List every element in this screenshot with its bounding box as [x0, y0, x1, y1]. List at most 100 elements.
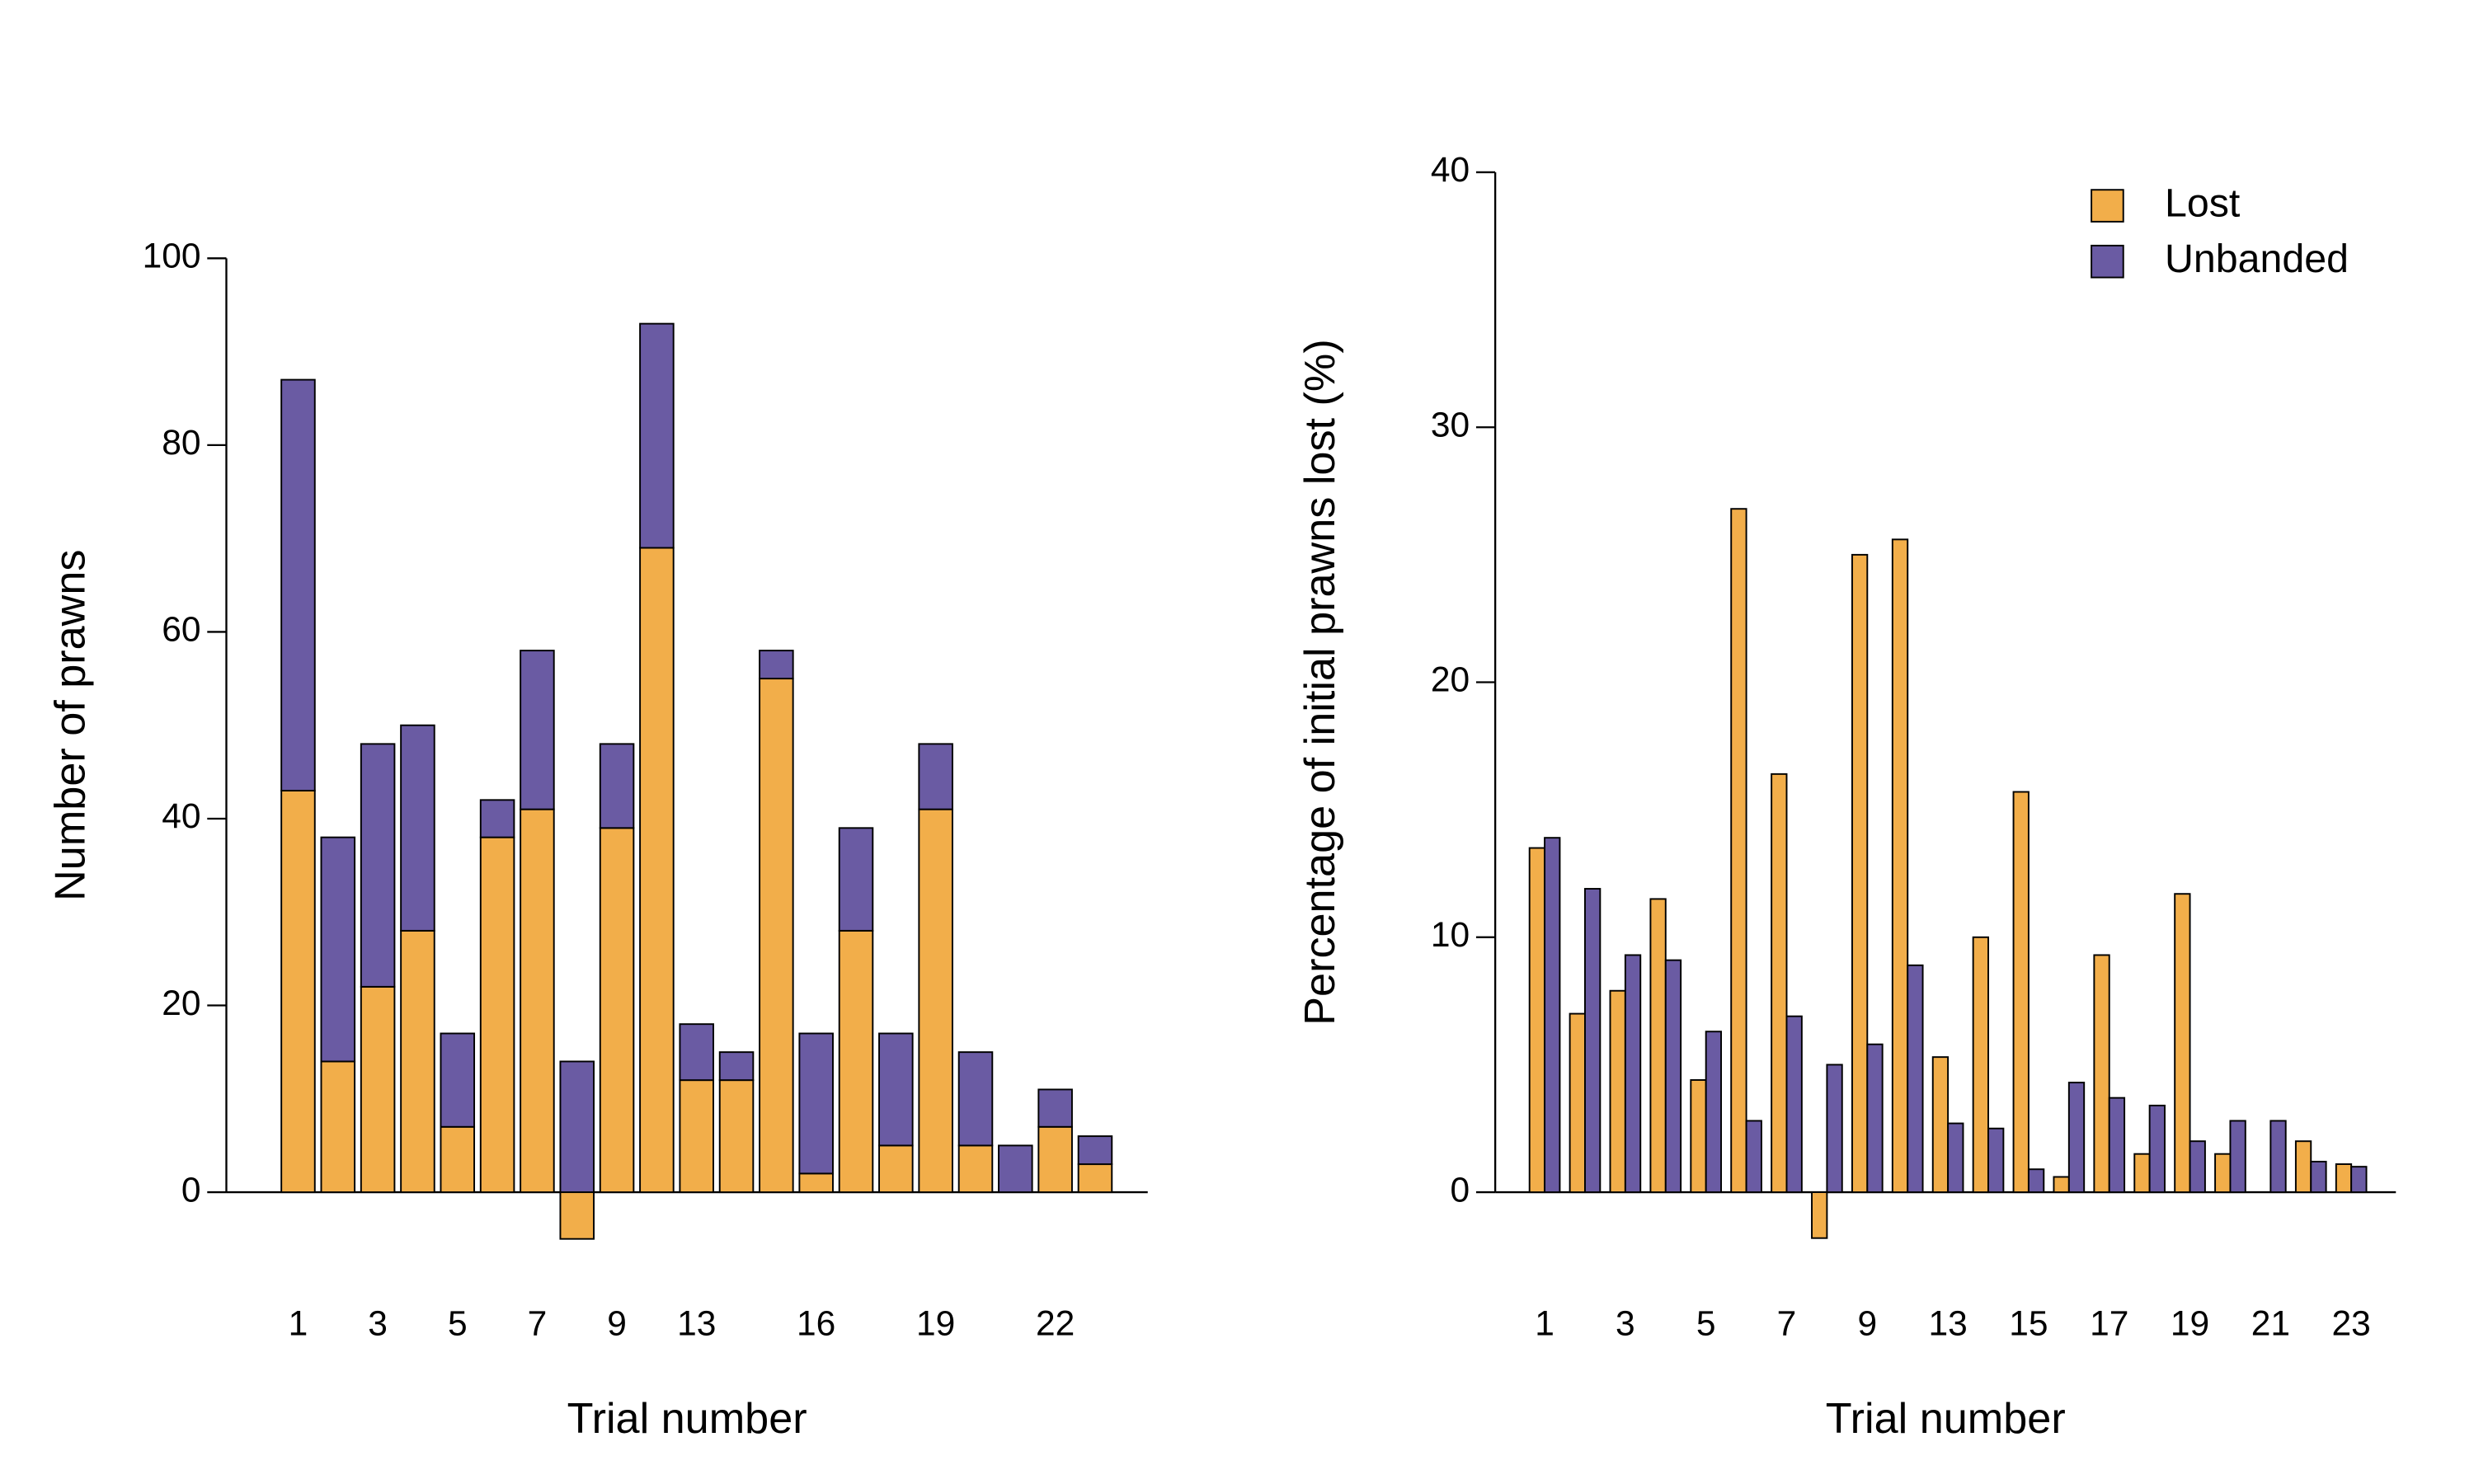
bar [1730, 508, 1747, 1194]
x-tick-label: 21 [2251, 1305, 2290, 1344]
y-tick-label: 40 [1431, 151, 1470, 190]
y-tick-label: 20 [1431, 661, 1470, 700]
bar [1987, 1127, 2005, 1194]
bar [878, 1144, 914, 1194]
legend-swatch [2091, 244, 2124, 279]
bar [440, 1125, 476, 1194]
bar [957, 1051, 994, 1147]
bar [1584, 888, 1602, 1194]
bar [320, 836, 356, 1063]
bar [1705, 1031, 1723, 1194]
bar [1037, 1125, 1073, 1194]
bar [1891, 538, 1909, 1194]
bar [1851, 553, 1869, 1194]
y-tick-label: 100 [143, 237, 201, 276]
bar [1037, 1088, 1073, 1128]
bar [2174, 893, 2191, 1194]
bar [1745, 1120, 1762, 1194]
bar [2294, 1140, 2312, 1194]
bar [957, 1144, 994, 1194]
y-tick-label: 30 [1431, 406, 1470, 444]
x-tick-label: 17 [2090, 1305, 2128, 1344]
bar [639, 547, 675, 1194]
bar [520, 808, 555, 1194]
bar [360, 743, 396, 988]
bar [2053, 1176, 2070, 1194]
bar [1972, 936, 1989, 1194]
bar [559, 1060, 595, 1194]
y-tick-label: 80 [162, 424, 200, 463]
x-tick-label: 13 [677, 1305, 716, 1344]
bar [280, 378, 316, 791]
x-tick-label: 7 [528, 1305, 548, 1344]
y-tick-label: 40 [162, 797, 200, 836]
bar [718, 1051, 755, 1082]
x-tick-label: 1 [289, 1305, 308, 1344]
y-tick-label: 60 [162, 611, 200, 650]
bar [2269, 1120, 2287, 1194]
bar [2133, 1153, 2151, 1194]
y-axis-title: Percentage of initial prawns lost (%) [1296, 339, 1344, 1025]
legend-label: Lost [2165, 181, 2241, 225]
bar [559, 1191, 595, 1240]
bar [1785, 1015, 1803, 1194]
x-axis-title: Trial number [567, 1395, 807, 1443]
bar [1077, 1135, 1113, 1166]
bar [1907, 964, 1924, 1194]
bar [798, 1172, 834, 1194]
bar [2229, 1120, 2246, 1194]
x-tick-label: 15 [2009, 1305, 2048, 1344]
bar [1624, 954, 1642, 1194]
bar [599, 827, 635, 1194]
bar [1771, 773, 1788, 1194]
x-tick-label: 19 [916, 1305, 955, 1344]
bar [599, 743, 635, 829]
bar [2093, 954, 2110, 1194]
bar [838, 827, 874, 932]
bar [798, 1032, 834, 1175]
bar [2214, 1153, 2232, 1194]
bar [1528, 847, 1546, 1194]
bar [1569, 1012, 1586, 1194]
bar [479, 836, 515, 1194]
bar [1077, 1163, 1113, 1194]
bar [2148, 1104, 2166, 1194]
x-axis-title: Trial number [1826, 1395, 2066, 1443]
bar [2108, 1097, 2126, 1194]
x-tick-label: 13 [1928, 1305, 1967, 1344]
bar [1931, 1056, 1950, 1194]
x-tick-label: 16 [797, 1305, 835, 1344]
bar [718, 1079, 755, 1194]
y-tick-label: 20 [162, 984, 200, 1023]
bar [440, 1032, 476, 1128]
bar [1649, 898, 1667, 1194]
bar [1811, 1191, 1828, 1239]
x-tick-label: 9 [1857, 1305, 1877, 1344]
bar [2350, 1166, 2368, 1194]
bar [2027, 1168, 2045, 1194]
x-tick-label: 23 [2332, 1305, 2371, 1344]
bar [998, 1144, 1033, 1194]
bar [918, 808, 953, 1194]
legend-swatch [2091, 189, 2124, 223]
bar [2310, 1160, 2327, 1194]
bar [360, 985, 396, 1194]
bar [759, 650, 794, 680]
bar [400, 724, 435, 932]
x-tick-label: 3 [368, 1305, 388, 1344]
bar [400, 929, 435, 1194]
bar [679, 1023, 714, 1082]
bar [320, 1060, 356, 1194]
bar [1690, 1079, 1707, 1194]
y-axis-title: Number of prawns [47, 550, 95, 901]
y-tick-label: 10 [1431, 916, 1470, 955]
x-tick-label: 22 [1036, 1305, 1075, 1344]
bar [1664, 959, 1682, 1194]
x-tick-label: 5 [1696, 1305, 1716, 1344]
bar [479, 799, 515, 838]
bar [1609, 989, 1626, 1194]
bar [2189, 1140, 2206, 1194]
y-tick-label: 0 [181, 1171, 201, 1209]
y-tick-label: 0 [1451, 1171, 1470, 1209]
